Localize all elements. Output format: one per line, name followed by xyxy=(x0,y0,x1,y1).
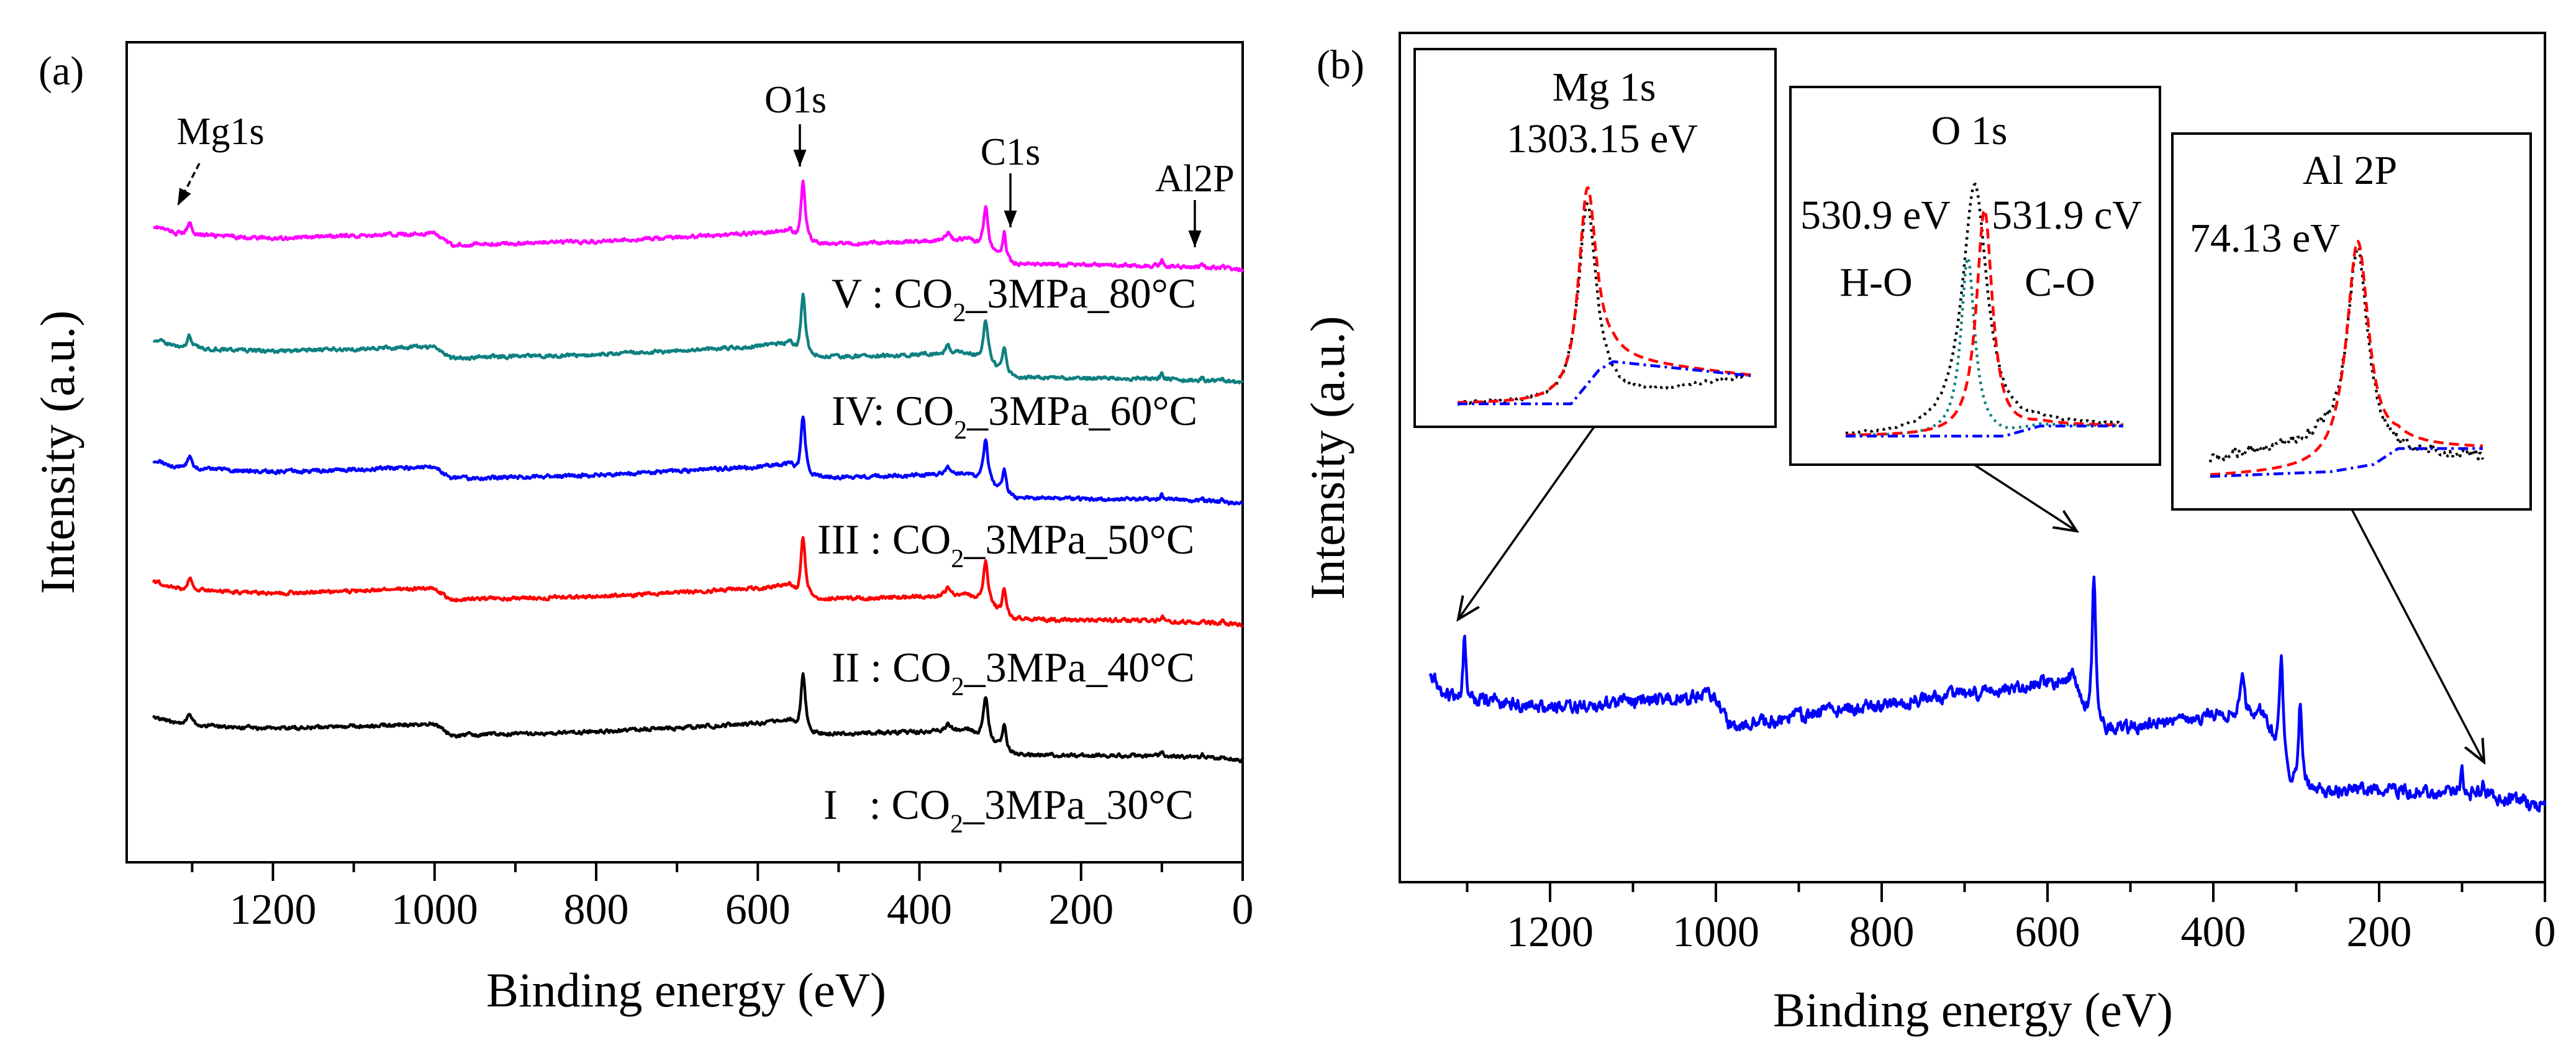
traces-a xyxy=(152,179,1245,764)
inset-curve-raw xyxy=(1845,182,2124,435)
x-axis-title-b: Binding energy (eV) xyxy=(1773,983,2173,1037)
x-tick-label: 1000 xyxy=(391,886,478,934)
inset-title-al2p: Al 2P xyxy=(2303,148,2397,193)
x-tick-label: 600 xyxy=(2015,908,2080,956)
y-axis-title-a: Intensity (a.u.) xyxy=(30,310,84,594)
inset-title-mg1s: Mg 1s xyxy=(1553,65,1656,110)
inset-curve-fit xyxy=(1457,186,1751,404)
x-tick-label: 1200 xyxy=(230,886,317,934)
arrow-mg1s-inset xyxy=(1458,426,1595,619)
series-label-iii: III : CO2_3MPa_50°C xyxy=(817,516,1194,573)
x-tick-label: 200 xyxy=(2347,908,2412,956)
arrow-o1s-inset xyxy=(1974,463,2077,531)
spectrum-ii xyxy=(152,536,1244,628)
inset-value-ho: 530.9 eV xyxy=(1800,193,1951,238)
panel-a-label: (a) xyxy=(39,48,84,94)
inset-curves-al2p xyxy=(2208,240,2485,478)
inset-curve-background xyxy=(1457,360,1751,406)
peak-label-o1s: O1s xyxy=(764,79,827,121)
x-tick-label: 1200 xyxy=(1507,908,1594,956)
inset-label-ho: H-O xyxy=(1839,260,1912,305)
spectrum-survey xyxy=(1428,575,2547,813)
x-tick-label: 400 xyxy=(887,886,952,934)
panel-b: (b) 1200 1000 800 600 400 200 0 Binding energy… xyxy=(1300,32,2556,1037)
x-tick-label: 400 xyxy=(2181,908,2246,956)
series-label-i: I : CO2_3MPa_30°C xyxy=(823,781,1194,839)
panel-b-label: (b) xyxy=(1317,42,1364,88)
x-tick-label: 800 xyxy=(564,886,629,934)
arrow-mg1s xyxy=(176,163,201,206)
panel-a: (a) 1200 1000 800 600 400 200 0 Binding energy… xyxy=(30,41,1254,1017)
inset-curves-o1s xyxy=(1845,182,2124,438)
peak-label-c1s: C1s xyxy=(981,131,1040,173)
inset-value-mg1s: 1303.15 eV xyxy=(1507,116,1698,162)
x-tick-label: 800 xyxy=(1849,908,1915,956)
inset-value-al2p: 74.13 eV xyxy=(2190,216,2340,261)
spectrum-iii xyxy=(152,415,1244,506)
series-label-v: V : CO2_3MPa_80°C xyxy=(832,270,1196,327)
inset-curve-raw xyxy=(1457,202,1752,406)
inset-title-o1s: O 1s xyxy=(1931,108,2008,153)
x-tick-label: 200 xyxy=(1048,886,1113,934)
plot-frame-b xyxy=(1399,32,2546,883)
inset-al2p: Al 2P 74.13 eV xyxy=(2171,132,2532,511)
inset-curve-c-o xyxy=(1845,208,2124,437)
inset-label-co: C-O xyxy=(2025,260,2095,305)
plot-frame-a xyxy=(125,41,1244,864)
y-axis-title-b: Intensity (a.u.) xyxy=(1300,316,1354,599)
x-tick-label: 1000 xyxy=(1672,908,1759,956)
x-tick-label: 0 xyxy=(2534,908,2556,956)
inset-o1s: O 1s 530.9 eV 531.9 cV H-O C-O xyxy=(1789,86,2161,466)
spectrum-iv xyxy=(152,293,1244,385)
traces-b xyxy=(1428,575,2547,813)
x-axis-title-a: Binding energy (eV) xyxy=(486,963,886,1017)
inset-mg1s: Mg 1s 1303.15 eV xyxy=(1413,48,1777,428)
spectrum-v xyxy=(152,179,1245,273)
spectrum-i xyxy=(152,672,1244,764)
inset-curve-raw xyxy=(2208,245,2485,463)
inset-curve-background xyxy=(2210,447,2483,478)
inset-curves-mg1s xyxy=(1457,186,1752,406)
inset-curve-fit xyxy=(2210,240,2483,476)
series-label-ii: II : CO2_3MPa_40°C xyxy=(832,644,1195,701)
x-tick-label: 600 xyxy=(725,886,791,934)
inset-curve-background xyxy=(1845,424,2124,438)
inset-frame-al2p xyxy=(2171,132,2532,511)
inset-value-co: 531.9 cV xyxy=(1992,193,2142,238)
arrow-al2p-inset xyxy=(2351,509,2484,762)
peak-label-mg1s: Mg1s xyxy=(176,111,264,153)
x-axis-b: 1200 1000 800 600 400 200 0 xyxy=(1466,882,2556,956)
x-axis-a: 1200 1000 800 600 400 200 0 xyxy=(191,862,1254,934)
x-tick-label: 0 xyxy=(1232,886,1254,934)
series-label-iv: IV: CO2_3MPa_60°C xyxy=(832,387,1197,445)
peak-label-al2p: Al2P xyxy=(1155,158,1234,200)
inset-frame-mg1s xyxy=(1413,48,1777,428)
